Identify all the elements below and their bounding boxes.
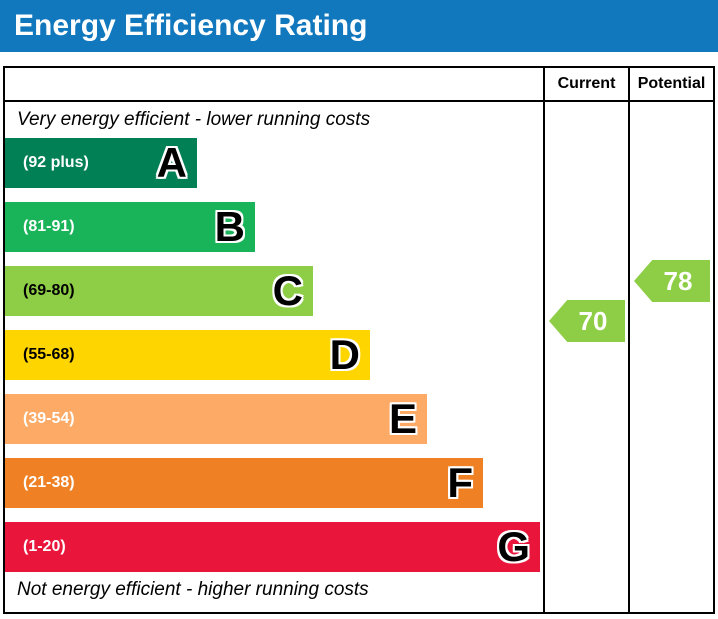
header-cell-current: Current — [543, 68, 628, 100]
band-letter: C — [272, 267, 303, 314]
page-title: Energy Efficiency Rating — [14, 9, 368, 42]
band-range-label: (39-54) — [23, 410, 75, 427]
epc-band-g: (1-20) G — [5, 522, 540, 572]
band-letter: A — [156, 139, 187, 186]
band-range-label: (21-38) — [23, 474, 75, 491]
epc-band-b: (81-91) B — [5, 202, 255, 252]
current-rating-value: 70 — [578, 305, 608, 336]
epc-band-c: (69-80) C — [5, 266, 313, 316]
band-range-label: (55-68) — [23, 346, 75, 363]
current-rating-arrow: 70 — [549, 300, 625, 342]
band-range-label: (81-91) — [23, 218, 75, 235]
epc-band-d: (55-68) D — [5, 330, 370, 380]
band-letter: F — [447, 459, 473, 506]
band-range-label: (1-20) — [23, 538, 66, 555]
epc-rating-table: Current Potential Very energy efficient … — [3, 66, 715, 614]
epc-band-f: (21-38) F — [5, 458, 483, 508]
epc-band-e: (39-54) E — [5, 394, 427, 444]
epc-band-a: (92 plus) A — [5, 138, 197, 188]
band-letter: B — [214, 203, 245, 250]
band-letter: E — [388, 395, 417, 442]
band-letter: D — [329, 331, 360, 378]
header-cell-potential: Potential — [628, 68, 713, 100]
potential-rating-value: 78 — [663, 265, 693, 296]
band-range-label: (92 plus) — [23, 154, 89, 171]
band-range-label: (69-80) — [23, 282, 75, 299]
caption-top: Very energy efficient - lower running co… — [17, 109, 371, 130]
bands-column: Very energy efficient - lower running co… — [5, 102, 543, 612]
table-header-row: Current Potential — [5, 68, 713, 102]
band-letter: G — [497, 523, 530, 570]
table-body-row: Very energy efficient - lower running co… — [5, 102, 713, 612]
potential-rating-arrow: 78 — [634, 260, 710, 302]
caption-bottom: Not energy efficient - higher running co… — [17, 579, 369, 600]
header-cell-bands — [5, 68, 543, 100]
current-column: 70 — [543, 102, 628, 612]
title-bar: Energy Efficiency Rating — [0, 0, 718, 52]
potential-column: 78 — [628, 102, 713, 612]
